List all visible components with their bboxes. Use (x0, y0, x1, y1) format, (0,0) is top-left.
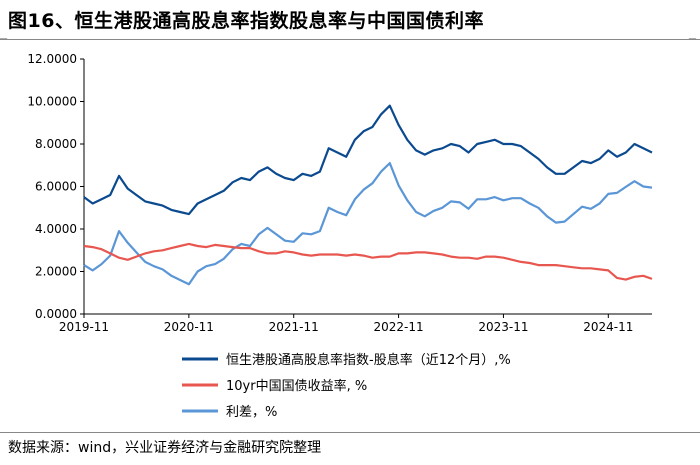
corner-mark-left: _ (0, 24, 7, 40)
y-tick-label: 12.0000 (27, 52, 77, 66)
y-tick-label: 10.0000 (27, 95, 77, 109)
dividend-yield-line (83, 104, 653, 216)
title-divider (0, 39, 700, 40)
legend-dividend-yield-label: 恒生港股通高股息率指数-股息率（近12个月）,% (226, 352, 511, 368)
legend-bond-yield-label: 10yr中国国债收益率, % (226, 378, 367, 394)
line-chart: 0.0000 2.0000 4.0000 6.0000 8.0000 10.0000 12.… (27, 52, 653, 420)
corner-mark-right: _ (689, 24, 696, 40)
x-tick-label: 2024-11 (583, 320, 633, 334)
bond-yield-line (83, 242, 653, 281)
y-tick-label: 8.0000 (35, 137, 77, 151)
legend-spread-label: 利差，% (226, 405, 277, 420)
y-tick-label: 4.0000 (35, 222, 77, 236)
x-tick-label: 2022-11 (374, 320, 424, 334)
y-tick-label: 0.0000 (35, 307, 77, 321)
spread-line (83, 162, 653, 286)
data-source-note: 数据来源：wind，兴业证券经济与金融研究院整理 (8, 440, 322, 456)
x-tick-label: 2023-11 (478, 320, 528, 334)
x-tick-label: 2020-11 (164, 320, 214, 334)
x-tick-label: 2021-11 (269, 320, 319, 334)
chart-axes: 0.0000 2.0000 4.0000 6.0000 8.0000 10.0000 12.… (27, 52, 652, 334)
chart-series (83, 104, 653, 286)
chart-title: 图16、恒生港股通高股息率指数股息率与中国国债利率 (8, 10, 484, 32)
y-tick-label: 6.0000 (35, 180, 77, 194)
y-tick-label: 2.0000 (35, 265, 77, 279)
chart-legend: 恒生港股通高股息率指数-股息率（近12个月）,% 10yr中国国债收益率, % 利差… (182, 352, 511, 420)
footer-divider (0, 432, 700, 433)
x-tick-label: 2019-11 (59, 320, 109, 334)
